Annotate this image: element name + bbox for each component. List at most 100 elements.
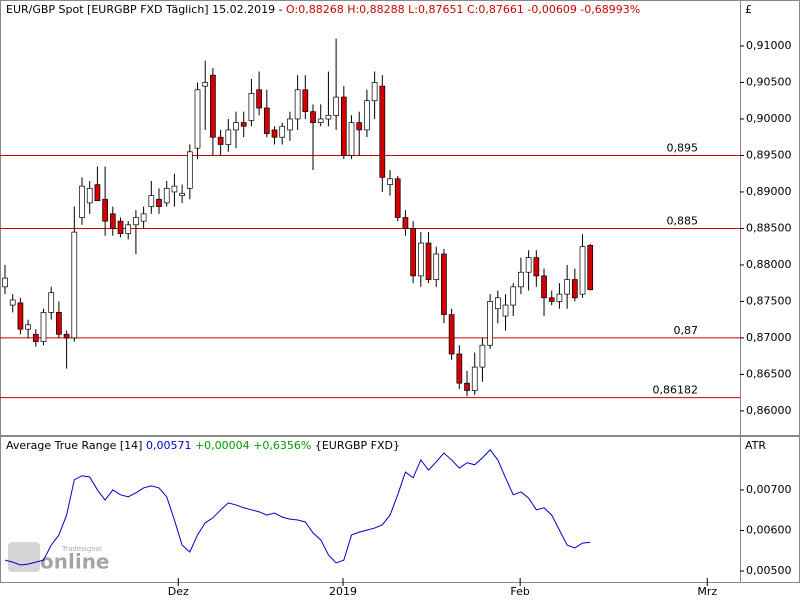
candle-body xyxy=(140,213,147,222)
y-tick-label: 0,89000 xyxy=(746,185,792,198)
candle-body xyxy=(225,129,232,145)
candle-body xyxy=(56,312,62,335)
atr-axis-label: ATR xyxy=(745,439,766,452)
candle-body xyxy=(202,82,209,87)
candle-body xyxy=(125,224,132,234)
atr-symbol: {EURGBP FXD} xyxy=(315,439,400,452)
y-tick-label: 0,86500 xyxy=(746,367,792,380)
candle-body xyxy=(109,213,116,229)
candle-body xyxy=(263,107,270,134)
atr-title: Average True Range [14] xyxy=(6,439,142,452)
candle-body xyxy=(333,96,339,116)
level-label: 0,86182 xyxy=(653,384,699,397)
candle-body xyxy=(25,324,31,330)
y-tick-label: 0,90500 xyxy=(746,75,792,88)
candle-body xyxy=(379,85,386,178)
candle-body xyxy=(494,297,501,310)
candle-body xyxy=(9,299,16,306)
candle-body xyxy=(425,242,432,280)
atr-value: 0,00571 xyxy=(146,439,192,452)
candle-body xyxy=(356,122,363,131)
candle-body xyxy=(364,100,370,131)
candle-body xyxy=(525,257,532,273)
candle-body xyxy=(433,253,440,280)
price-quote: O:0,88268 H:0,88288 L:0,87651 C:0,87661 … xyxy=(286,3,640,16)
candle-body xyxy=(156,198,162,207)
candle-body xyxy=(102,198,108,222)
candle-body xyxy=(287,118,293,131)
candle-body xyxy=(394,178,401,218)
candle-body xyxy=(217,136,224,145)
price-title: EUR/GBP Spot [EURGBP FXD Täglich] 15.02.… xyxy=(6,3,283,16)
atr-change: +0,00004 +0,6356% xyxy=(195,439,311,452)
level-label: 0,895 xyxy=(667,141,699,154)
level-label: 0,87 xyxy=(674,324,699,337)
candle-body xyxy=(179,193,185,196)
candle-body xyxy=(32,333,39,342)
candle-body xyxy=(340,96,347,156)
candle-body xyxy=(325,114,332,120)
x-tick-label: Feb xyxy=(510,585,529,598)
candle-body xyxy=(464,382,470,391)
candle-body xyxy=(587,245,594,291)
y-tick-label: 0,86000 xyxy=(746,404,792,417)
watermark-badge xyxy=(8,542,40,572)
candle-body xyxy=(348,122,355,156)
candle-body xyxy=(79,185,85,218)
candle-body xyxy=(194,89,201,149)
candle-body xyxy=(317,118,324,123)
price-axis-label: £ xyxy=(745,3,752,16)
candle-body xyxy=(471,366,478,391)
candle-body xyxy=(571,279,578,299)
candle-body xyxy=(271,129,278,138)
candle-body xyxy=(556,293,563,302)
y-tick-label: 0,90000 xyxy=(746,112,792,125)
candle-body xyxy=(240,122,247,127)
candle-body xyxy=(17,302,24,330)
candle-body xyxy=(94,184,101,202)
atr-header: Average True Range [14] 0,00571 +0,00004… xyxy=(6,439,400,452)
candle-body xyxy=(294,89,301,120)
candle-body xyxy=(310,111,316,123)
candle-body xyxy=(71,231,78,339)
candle-body xyxy=(40,312,47,342)
candle-body xyxy=(63,333,70,339)
candle-body xyxy=(410,228,416,277)
candle-body xyxy=(548,297,555,302)
x-tick-label: Mrz xyxy=(697,585,717,598)
candle-body xyxy=(279,125,286,138)
candle-body xyxy=(502,304,509,317)
candle-body xyxy=(456,353,463,384)
candle-body xyxy=(564,279,570,295)
price-header: EUR/GBP Spot [EURGBP FXD Täglich] 15.02.… xyxy=(6,3,640,16)
candle-body xyxy=(148,195,155,207)
candle-body xyxy=(256,89,262,109)
y-tick-label: 0,88500 xyxy=(746,221,792,234)
candle-body xyxy=(248,93,255,121)
watermark: Tradesignal online xyxy=(8,542,110,574)
candle-body xyxy=(402,217,409,229)
candle-body xyxy=(210,74,216,138)
level-label: 0,885 xyxy=(667,214,699,227)
candle-body xyxy=(302,89,309,113)
candle-body xyxy=(387,178,393,186)
y-tick-label: 0,00600 xyxy=(746,523,792,536)
candle-body xyxy=(448,314,455,355)
candle-body xyxy=(479,344,486,368)
candle-body xyxy=(48,292,55,313)
candle-body xyxy=(86,187,93,204)
candle-body xyxy=(441,253,447,315)
candle-body xyxy=(186,151,193,189)
watermark-product: online xyxy=(40,550,110,574)
y-tick-label: 0,91000 xyxy=(746,39,792,52)
candle-body xyxy=(133,217,139,226)
candle-body xyxy=(579,246,586,295)
candle-body xyxy=(163,187,170,204)
candle-body xyxy=(117,220,124,234)
y-tick-label: 0,89500 xyxy=(746,148,792,161)
y-tick-label: 0,87500 xyxy=(746,294,792,307)
candle-body xyxy=(541,275,547,299)
y-tick-label: 0,00500 xyxy=(746,564,792,577)
